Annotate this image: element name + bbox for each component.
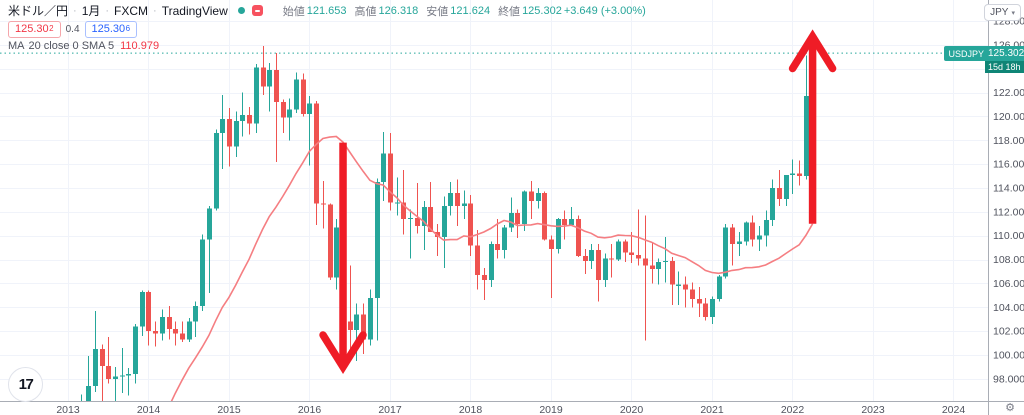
exchange-label[interactable]: FXCM	[114, 3, 149, 18]
ohlc-readout: 始値 121.653 高値 126.318 安値 121.624 終値 125.…	[275, 3, 646, 19]
market-status-icon[interactable]	[237, 7, 245, 14]
symbol-title[interactable]: 米ドル／円	[8, 4, 69, 18]
svg-text:2022: 2022	[781, 404, 805, 415]
svg-text:2014: 2014	[137, 404, 161, 415]
tradingview-logo[interactable]: 17	[8, 367, 43, 402]
svg-text:2013: 2013	[56, 404, 80, 415]
close-value: 125.302	[522, 4, 562, 17]
high-label: 高値	[354, 5, 377, 18]
svg-text:120.000: 120.000	[993, 111, 1024, 123]
svg-text:104.000: 104.000	[993, 302, 1024, 314]
grid-lines	[0, 0, 988, 401]
symbol-header: 米ドル／円 · 1月 · FXCM · TradingView 始値 121.6…	[8, 3, 646, 19]
svg-text:110.000: 110.000	[993, 230, 1024, 242]
svg-text:2019: 2019	[539, 404, 563, 415]
chevron-down-icon: ▾	[1011, 9, 1015, 17]
svg-text:2023: 2023	[861, 404, 885, 415]
low-value: 121.624	[450, 4, 491, 17]
svg-text:102.000: 102.000	[993, 326, 1024, 338]
svg-text:2018: 2018	[459, 404, 483, 415]
low-label: 安値	[426, 5, 449, 18]
svg-text:118.000: 118.000	[993, 135, 1024, 147]
separator-dot: ·	[73, 4, 77, 17]
sell-button[interactable]: 125.30 2	[8, 20, 61, 38]
bar-countdown-badge: 15d 18h	[985, 61, 1024, 73]
ma-name: MA	[8, 39, 25, 52]
candlestick-series[interactable]	[26, 41, 816, 415]
ma-value: 110.979	[120, 39, 160, 52]
svg-text:106.000: 106.000	[993, 278, 1024, 290]
arrow-up-annotation[interactable]	[788, 29, 837, 224]
close-label: 終値	[498, 5, 521, 18]
svg-text:2017: 2017	[378, 404, 402, 415]
spread-value: 0.4	[65, 23, 80, 35]
bid-ask-row: 125.30 2 0.4 125.30 6	[8, 20, 138, 38]
currency-label: JPY	[990, 7, 1009, 18]
svg-text:116.000: 116.000	[993, 159, 1024, 171]
svg-text:114.000: 114.000	[993, 183, 1024, 195]
svg-text:2021: 2021	[700, 404, 724, 415]
settings-gear-icon[interactable]: ⚙	[1005, 402, 1015, 414]
ma-line[interactable]	[155, 135, 814, 415]
svg-text:2015: 2015	[217, 404, 241, 415]
arrow-down-annotation[interactable]	[319, 142, 367, 375]
separator-dot: ·	[153, 4, 157, 17]
change-value: +3.649 (+3.00%)	[563, 4, 646, 17]
open-label: 始値	[282, 5, 305, 18]
svg-text:2020: 2020	[620, 404, 644, 415]
svg-text:108.000: 108.000	[993, 254, 1024, 266]
delayed-data-icon[interactable]	[251, 5, 263, 16]
buy-button[interactable]: 125.30 6	[84, 20, 138, 38]
platform-label[interactable]: TradingView	[161, 3, 228, 18]
currency-unit-button[interactable]: JPY ▾	[984, 4, 1021, 21]
high-value: 126.318	[378, 4, 419, 17]
symbol-price-label-badge: USDJPY	[944, 46, 988, 61]
open-value: 121.653	[306, 4, 347, 17]
svg-text:98.000: 98.000	[993, 373, 1024, 385]
svg-text:2024: 2024	[942, 404, 966, 415]
separator-dot: ·	[105, 4, 110, 17]
ma-params: 20 close 0 SMA 5	[28, 39, 115, 52]
svg-text:2016: 2016	[298, 404, 322, 415]
last-price-badge: 125.302	[985, 46, 1024, 61]
svg-text:122.000: 122.000	[993, 87, 1024, 99]
svg-text:100.000: 100.000	[993, 350, 1024, 362]
time-axis[interactable]: 2013 2014 2015 2016 2017 2018 2019 2020 2021 2022…	[56, 404, 965, 415]
ma-indicator-legend[interactable]: MA 20 close 0 SMA 5 110.979	[8, 39, 159, 52]
svg-text:112.000: 112.000	[993, 206, 1024, 218]
interval-label[interactable]: 1月	[81, 4, 101, 18]
